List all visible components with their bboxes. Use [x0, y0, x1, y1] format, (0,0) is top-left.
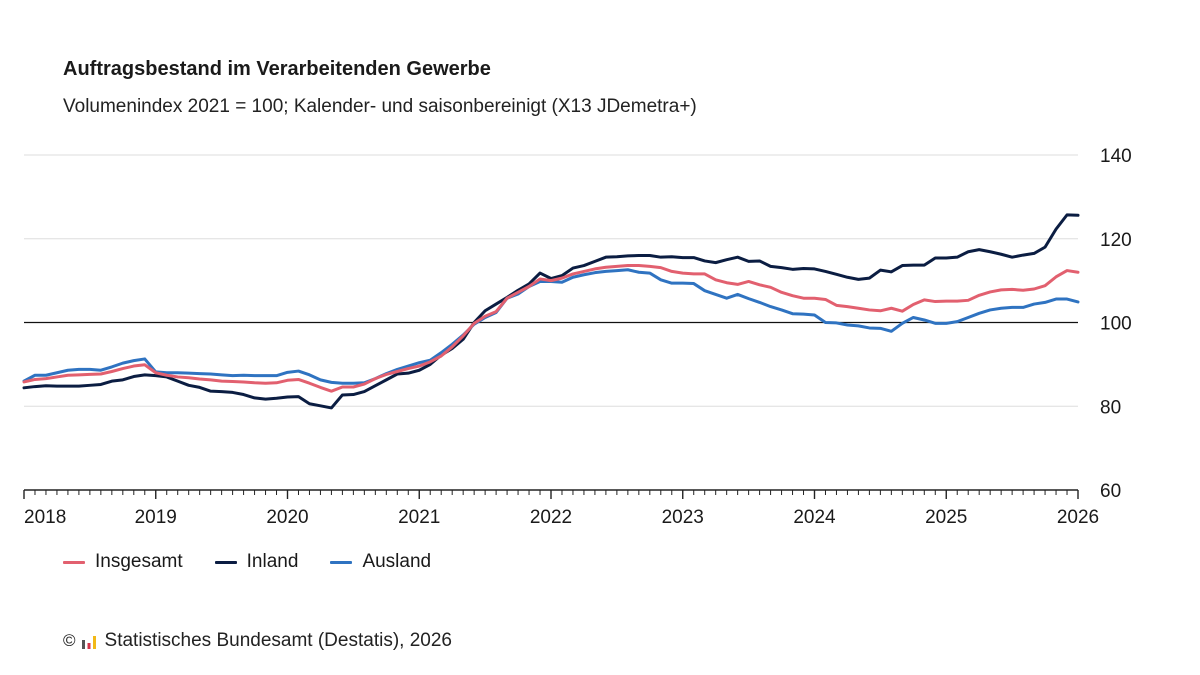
- copyright-symbol: ©: [63, 631, 76, 650]
- legend-label-ausland: Ausland: [362, 551, 432, 572]
- x-tick-label: 2025: [925, 507, 967, 528]
- x-tick-label: 2026: [1057, 507, 1099, 528]
- y-tick-label: 140: [1100, 146, 1132, 167]
- legend-item-ausland: Ausland: [330, 551, 431, 573]
- chart-title: Auftragsbestand im Verarbeitenden Gewerb…: [63, 58, 491, 80]
- x-axis: 2018 2019 2020 2021 2022 2023 2024 2025 2026: [23, 489, 1099, 528]
- series-line-ausland: [22, 268, 1080, 385]
- x-tick-label: 2018: [24, 507, 66, 528]
- legend-item-insgesamt: Insgesamt: [63, 551, 183, 573]
- y-tick-label: 100: [1100, 314, 1132, 335]
- x-tick-label: 2021: [398, 507, 440, 528]
- y-axis-labels: 140 120 100 80 60: [1100, 146, 1132, 502]
- y-tick-label: 60: [1100, 481, 1121, 502]
- series-lines: [22, 213, 1080, 410]
- x-tick-label: 2019: [135, 507, 177, 528]
- x-tick-label: 2020: [266, 507, 308, 528]
- legend-swatch-insgesamt: [63, 560, 85, 564]
- y-tick-label: 120: [1100, 230, 1132, 251]
- source-footer: © Statistisches Bundesamt (Destatis), 20…: [63, 630, 452, 652]
- legend-item-inland: Inland: [214, 551, 299, 573]
- series-line-inland: [22, 213, 1080, 410]
- legend: Insgesamt Inland Ausland: [63, 551, 431, 573]
- source-text: Statistisches Bundesamt (Destatis), 2026: [104, 630, 452, 651]
- x-tick-label: 2024: [793, 507, 836, 528]
- chart-subtitle: Volumenindex 2021 = 100; Kalender- und s…: [63, 96, 697, 117]
- destatis-logo-icon: [81, 636, 96, 649]
- x-tick-label: 2022: [530, 507, 572, 528]
- x-tick-label: 2023: [662, 507, 704, 528]
- y-tick-label: 80: [1100, 397, 1121, 418]
- legend-swatch-ausland: [330, 560, 353, 564]
- series-line-insgesamt: [22, 264, 1080, 393]
- legend-swatch-inland: [214, 560, 237, 564]
- legend-label-inland: Inland: [246, 551, 299, 572]
- legend-label-insgesamt: Insgesamt: [95, 551, 183, 572]
